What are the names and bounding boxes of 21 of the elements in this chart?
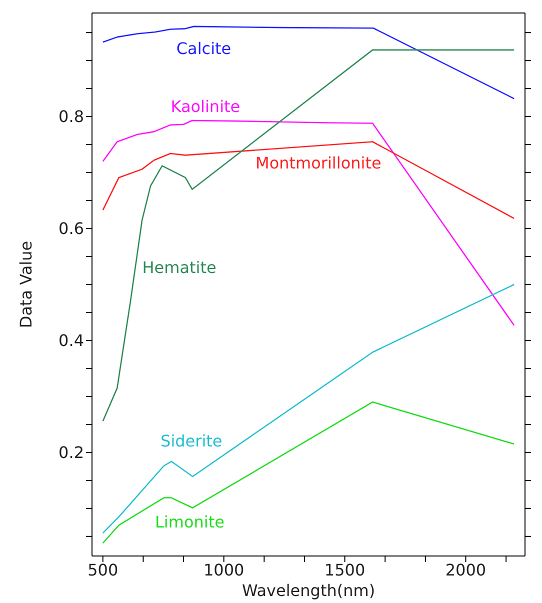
x-tick-label: 1000 bbox=[203, 560, 244, 580]
series-label: Montmorillonite bbox=[256, 154, 382, 173]
x-tick-label: 1500 bbox=[324, 560, 366, 580]
line-series bbox=[102, 284, 515, 534]
x-axis-title: Wavelength(nm) bbox=[242, 581, 376, 600]
x-tick-label: 2000 bbox=[445, 560, 486, 580]
line-series bbox=[102, 141, 515, 220]
y-tick-label: 0.4 bbox=[58, 331, 84, 350]
series-label: Kaolinite bbox=[170, 96, 240, 116]
y-tick-label: 0.6 bbox=[58, 219, 84, 238]
series-label: Siderite bbox=[160, 432, 222, 451]
series-label: Limonite bbox=[155, 512, 224, 532]
y-tick-label: 0.2 bbox=[58, 443, 84, 462]
y-axis-title: Data Value bbox=[16, 240, 36, 328]
line-series bbox=[102, 120, 515, 326]
line-series bbox=[102, 26, 515, 100]
series-label: Hematite bbox=[142, 258, 216, 278]
series-label: Calcite bbox=[176, 38, 232, 58]
y-tick-label: 0.8 bbox=[58, 107, 84, 126]
line-series bbox=[102, 401, 515, 544]
x-tick-label: 500 bbox=[88, 560, 118, 580]
